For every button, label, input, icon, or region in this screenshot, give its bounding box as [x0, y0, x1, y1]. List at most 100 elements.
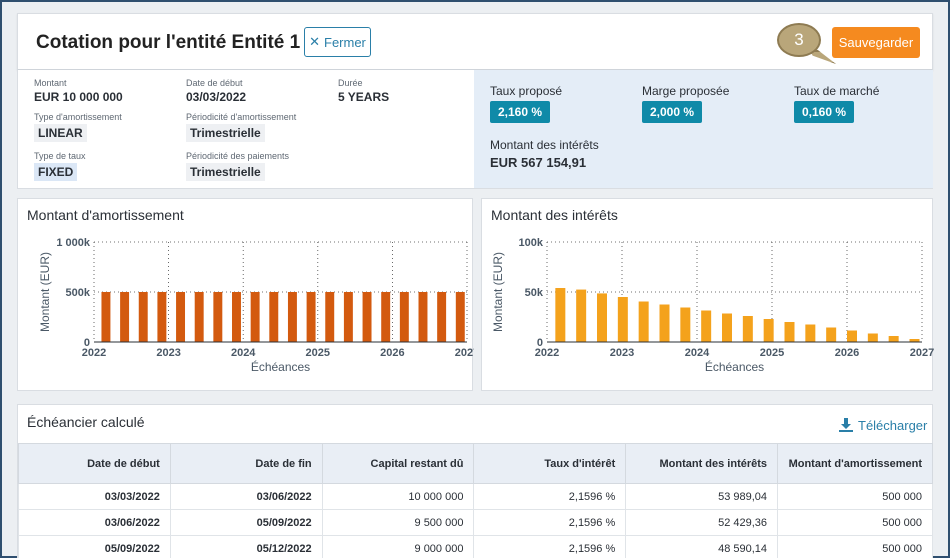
cell-taux: 2,1596 % — [473, 483, 627, 510]
cell-amortissement: 500 000 — [777, 483, 933, 510]
y-tick-label: 50k — [525, 287, 544, 299]
marge-proposee-label: Marge proposée — [642, 84, 730, 98]
cell-interets: 48 590,14 — [625, 535, 779, 558]
bar — [659, 304, 670, 342]
x-tick-label: 2027 — [910, 347, 934, 359]
taux-propose-label: Taux proposé — [490, 84, 563, 98]
bar — [576, 289, 587, 342]
x-tick-label: 2024 — [685, 347, 710, 359]
close-button-label: Fermer — [324, 34, 366, 50]
schedule-table: Date de début Date de fin Capital restan… — [18, 443, 933, 558]
bar — [176, 292, 186, 342]
save-button[interactable]: Sauvegarder — [832, 27, 920, 58]
x-tick-label: 2026 — [380, 347, 404, 359]
table-row: 03/03/2022 03/06/2022 10 000 000 2,1596 … — [18, 483, 933, 510]
bar — [343, 292, 353, 342]
cell-interets: 52 429,36 — [625, 509, 779, 536]
periodicite-paiements-tag: Trimestrielle — [186, 163, 265, 181]
bar — [867, 333, 878, 342]
page-title: Cotation pour l'entité Entité 1 — [36, 32, 301, 53]
cell-taux: 2,1596 % — [473, 509, 627, 536]
montant-label: Montant — [34, 78, 67, 88]
bar — [381, 292, 391, 342]
y-tick-label: 0 — [84, 337, 90, 349]
loan-details: Montant EUR 10 000 000 Date de début 03/… — [18, 70, 474, 188]
bar — [680, 307, 691, 342]
bar — [701, 310, 712, 342]
bar — [194, 292, 204, 342]
bar — [888, 336, 899, 342]
bar — [722, 313, 732, 342]
quote-summary: Montant EUR 10 000 000 Date de début 03/… — [17, 70, 933, 189]
bar — [101, 292, 111, 342]
montant-interets-value: EUR 567 154,91 — [490, 155, 587, 170]
cell-interets: 53 989,04 — [625, 483, 779, 510]
bar — [418, 292, 428, 342]
close-button[interactable]: ✕ Fermer — [304, 27, 371, 57]
x-tick-label: 2023 — [610, 347, 634, 359]
bar — [306, 292, 316, 342]
bar — [784, 322, 795, 342]
type-taux-label: Type de taux — [34, 151, 86, 161]
table-row: 03/06/2022 05/09/2022 9 500 000 2,1596 %… — [18, 509, 933, 536]
bar — [617, 297, 628, 342]
bar — [555, 288, 566, 342]
interets-chart: 0 50k 100k 2022 2023 2024 2025 2026 2027 Échéance… — [491, 237, 934, 374]
bar — [362, 292, 372, 342]
cell-capital: 9 500 000 — [321, 509, 475, 536]
cell-capital: 9 000 000 — [321, 535, 475, 558]
y-axis-title: Montant (EUR) — [38, 252, 52, 332]
rate-details: Taux proposé 2,160 % Marge proposée 2,00… — [474, 70, 933, 188]
bar — [826, 327, 837, 342]
x-tick-label: 2026 — [835, 347, 859, 359]
download-icon — [839, 418, 853, 432]
date-debut-value: 03/03/2022 — [186, 90, 247, 104]
x-tick-label: 2025 — [306, 347, 330, 359]
cell-date-fin: 05/09/2022 — [169, 509, 323, 536]
x-tick-label: 2027 — [455, 347, 474, 359]
column-header-amortissement[interactable]: Montant d'amortissement — [777, 443, 933, 484]
taux-propose-badge: 2,160 % — [490, 101, 551, 123]
duree-label: Durée — [338, 78, 363, 88]
chart-title: Montant des intérêts — [491, 207, 618, 223]
step-badge: 3 — [777, 23, 821, 57]
bar — [269, 292, 279, 342]
bar — [742, 316, 753, 342]
montant-value: EUR 10 000 000 — [34, 90, 123, 104]
bar — [455, 292, 465, 342]
cell-date-debut: 05/09/2022 — [18, 535, 171, 558]
periodicite-amortissement-label: Périodicité d'amortissement — [186, 112, 297, 122]
taux-marche-badge: 0,160 % — [794, 101, 855, 123]
bar — [138, 292, 148, 342]
bar — [250, 292, 260, 342]
cell-date-debut: 03/03/2022 — [18, 483, 171, 510]
cell-capital: 10 000 000 — [321, 483, 475, 510]
column-header-date-debut[interactable]: Date de début — [18, 443, 171, 484]
periodicite-paiements-label: Périodicité des paiements — [186, 151, 290, 161]
page-header: Cotation pour l'entité Entité 1 ✕ Fermer… — [17, 13, 933, 70]
bar — [325, 292, 335, 342]
cell-date-fin: 03/06/2022 — [169, 483, 323, 510]
y-tick-label: 0 — [537, 337, 543, 349]
bar — [157, 292, 167, 342]
x-tick-label: 2024 — [231, 347, 256, 359]
bar — [597, 293, 607, 342]
column-header-interets[interactable]: Montant des intérêts — [625, 443, 779, 484]
taux-marche-label: Taux de marché — [794, 84, 880, 98]
column-header-capital[interactable]: Capital restant dû — [321, 443, 475, 484]
x-tick-label: 2025 — [760, 347, 784, 359]
y-tick-label: 500k — [66, 287, 91, 299]
column-header-date-fin[interactable]: Date de fin — [169, 443, 323, 484]
cell-taux: 2,1596 % — [473, 535, 627, 558]
column-header-taux[interactable]: Taux d'intérêt — [473, 443, 627, 484]
bar — [847, 330, 857, 342]
y-axis-title: Montant (EUR) — [491, 252, 505, 332]
x-tick-label: 2022 — [82, 347, 106, 359]
periodicite-amortissement-tag: Trimestrielle — [186, 124, 265, 142]
chart-card-interets: Montant des intérêts 0 50k 100k 2022 2023 202… — [481, 198, 934, 391]
y-tick-label: 1 000k — [56, 237, 91, 249]
date-debut-label: Date de début — [186, 78, 243, 88]
cell-date-fin: 05/12/2022 — [169, 535, 323, 558]
download-link[interactable]: Télécharger — [838, 417, 927, 433]
x-axis-title: Échéances — [251, 359, 310, 374]
